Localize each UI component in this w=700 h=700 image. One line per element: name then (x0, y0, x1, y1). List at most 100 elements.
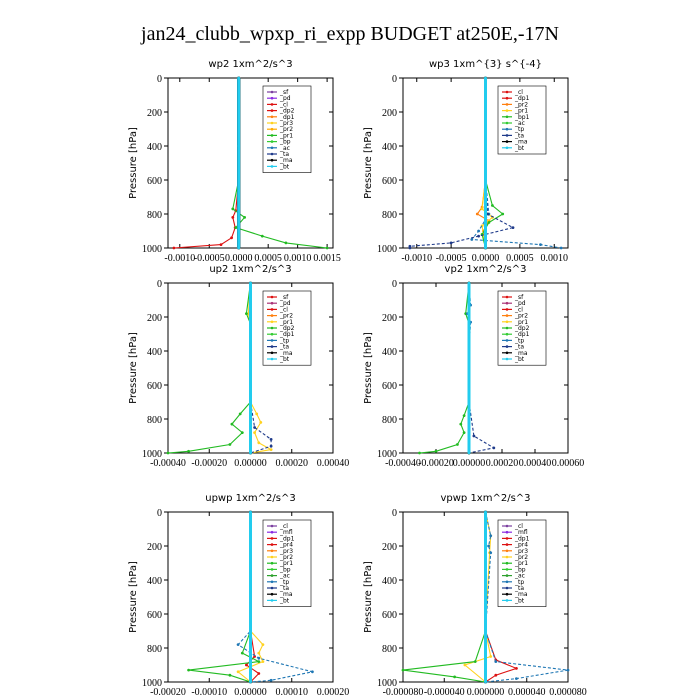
legend-label: _ta (514, 132, 524, 139)
data-point (237, 144, 241, 148)
data-point (477, 234, 480, 238)
y-axis-label: Pressure [hPa] (128, 127, 139, 199)
data-point (259, 421, 263, 424)
data-point (269, 448, 273, 451)
panel-title: wp3 1xm^{3} s^{-4} (429, 59, 542, 70)
legend-marker (505, 555, 509, 559)
legend-marker (505, 574, 509, 577)
data-point (515, 667, 518, 670)
panels: wp2 1xm^2/s^302004006008001000-0.0010-0.… (128, 59, 587, 698)
legend-marker (270, 592, 274, 596)
y-axis-label: Pressure [hPa] (363, 561, 374, 633)
data-point (467, 417, 471, 421)
legend-marker (505, 320, 509, 324)
legend-marker (270, 308, 274, 311)
panel-title: vpwp 1xm^2/s^3 (440, 493, 530, 504)
legend-marker (270, 158, 274, 162)
y-tick-label: 0 (392, 74, 397, 85)
y-axis-label: Pressure [hPa] (128, 561, 139, 633)
legend-label: _cl (279, 523, 288, 530)
data-point (236, 670, 240, 674)
legend-label: _ma (514, 591, 528, 598)
data-point (240, 651, 244, 655)
x-tick-label: 0.0010 (541, 253, 569, 264)
y-tick-label: 1000 (142, 244, 162, 255)
legend: _sf_pd_cl_pr2_pr1_dp2_dp1_tp_ta_ma_bt (262, 290, 312, 366)
legend-marker (505, 568, 509, 571)
data-point (484, 510, 487, 514)
data-point (187, 668, 191, 672)
data-point (249, 281, 252, 285)
data-point (480, 207, 484, 211)
plot-frame (167, 77, 334, 249)
y-tick-label: 1000 (377, 449, 397, 460)
legend-marker (505, 115, 509, 119)
legend-marker (505, 580, 509, 584)
legend-label: _cl (279, 306, 288, 313)
data-point (245, 663, 248, 667)
y-tick-label: 200 (147, 542, 162, 553)
legend-label: _ma (279, 157, 293, 164)
legend-label: _ta (514, 344, 524, 351)
legend-label: _dp1 (279, 331, 295, 338)
legend-label: _pr1 (514, 108, 528, 115)
legend-label: _pr2 (279, 313, 293, 320)
legend-marker (270, 314, 274, 317)
legend-label: _dp1 (514, 535, 530, 542)
legend-marker (270, 115, 274, 119)
legend-label: _pr4 (279, 542, 293, 549)
data-point (487, 221, 491, 224)
y-tick-label: 1000 (377, 678, 397, 689)
x-tick-label: 0.0000 (225, 253, 253, 264)
legend-marker (505, 530, 509, 534)
legend-label: _pr3 (279, 120, 293, 127)
y-tick-label: 400 (147, 142, 162, 153)
y-tick-label: 200 (147, 108, 162, 119)
legend-label: _pr2 (279, 554, 293, 561)
data-point (269, 438, 273, 441)
y-tick-label: 1000 (142, 678, 162, 689)
data-point (459, 422, 463, 426)
y-tick-label: 0 (157, 279, 162, 290)
chart-panel-5: upwp 1xm^2/s^3 0 200 400 600 800 1000-0.00020-… (128, 493, 349, 698)
data-point (484, 212, 487, 216)
data-point (249, 578, 252, 582)
data-point (559, 246, 563, 250)
panel-title: vp2 1xm^2/s^3 (445, 264, 527, 275)
legend-label: _cl (279, 101, 288, 108)
legend-label: _pr1 (279, 560, 293, 567)
data-point (311, 670, 314, 674)
y-tick-label: 600 (382, 381, 397, 392)
legend-label: _mfl (514, 529, 528, 536)
legend-marker (505, 549, 509, 553)
data-point (462, 414, 466, 417)
panel-title: upwp 1xm^2/s^3 (205, 493, 295, 504)
legend-label: _pd (514, 300, 526, 307)
legend-label: _pr2 (279, 126, 293, 133)
legend-marker (505, 592, 509, 596)
data-point (261, 660, 265, 663)
legend-label: _bp (279, 139, 291, 146)
plot-frame (402, 282, 569, 454)
y-axis-label: Pressure [hPa] (128, 332, 139, 404)
data-point (484, 144, 487, 148)
chart-panel-3: up2 1xm^2/s^3 0 200 400 600 800 1000-0.00040 -0… (128, 264, 349, 469)
legend-label: _ta (279, 344, 289, 351)
legend-label: _pr2 (514, 101, 528, 108)
legend-marker (270, 320, 274, 324)
x-tick-label: -0.000080 (383, 687, 424, 698)
legend-marker (505, 314, 509, 317)
data-point (467, 281, 471, 285)
legend-label: _ta (279, 151, 289, 158)
legend-label: _tp (514, 126, 524, 133)
legend-marker (505, 357, 509, 361)
legend-label: _ma (514, 139, 528, 146)
legend-marker (505, 543, 509, 546)
legend-label: _pd (279, 300, 291, 307)
data-point (484, 680, 487, 684)
y-tick-label: 0 (392, 508, 397, 519)
data-point (257, 660, 261, 663)
legend-label: _dp1 (514, 95, 530, 102)
legend-label: _ac (514, 573, 525, 580)
series-line-pr1 (402, 512, 487, 683)
